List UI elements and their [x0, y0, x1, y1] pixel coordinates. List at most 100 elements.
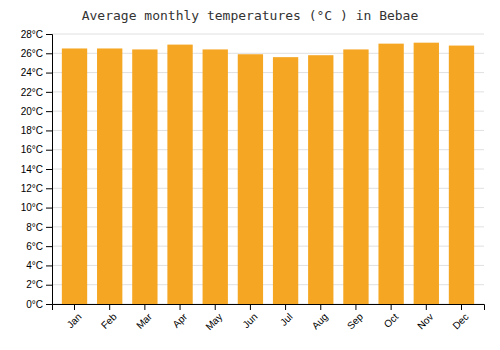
tick-mark [46, 53, 52, 54]
tick-label: 28°C [21, 29, 43, 40]
tick-label: 14°C [21, 164, 43, 175]
tick-mark [46, 169, 52, 170]
tick-mark [46, 304, 52, 305]
tick: 16°C [21, 144, 52, 155]
bar [203, 49, 228, 304]
bar [62, 48, 87, 304]
tick-label: 26°C [21, 48, 43, 59]
tick: Apr [170, 304, 189, 330]
tick-label: Feb [99, 311, 119, 331]
tick: 0°C [26, 299, 52, 310]
bar [308, 55, 333, 304]
tick-label: 22°C [21, 87, 43, 98]
tick: 12°C [21, 183, 52, 194]
tick-label: 18°C [21, 125, 43, 136]
bar [343, 49, 368, 304]
tick-label: Apr [170, 311, 189, 330]
plot: 0°C 2°C 4°C 6°C 8°C 10°C 12°C 14°C 16°C 18°C 20°C 2… [21, 29, 485, 333]
title: Average monthly temperatures (°C ) in Be… [82, 8, 419, 23]
tick-label: May [203, 311, 224, 332]
tick: 2°C [26, 279, 52, 290]
tick: Mar [134, 304, 154, 331]
tick-mark [46, 111, 52, 112]
bar [97, 48, 122, 304]
grid-line [52, 34, 484, 35]
bar [414, 43, 439, 304]
tick-mark [46, 265, 52, 266]
tick-label: 0°C [26, 299, 43, 310]
tick-mark [426, 304, 427, 310]
tick: 26°C [21, 48, 52, 59]
grid [52, 34, 484, 304]
axis-line [46, 35, 53, 305]
tick: Jul [278, 304, 295, 328]
tick-label: Jan [65, 311, 84, 330]
bar [238, 54, 263, 304]
tick: 22°C [21, 87, 52, 98]
bar [132, 49, 157, 304]
tick-mark [391, 304, 392, 310]
tick-label: 10°C [21, 202, 43, 213]
tick: 6°C [26, 241, 52, 252]
tick: 18°C [21, 125, 52, 136]
tick-label: Dec [450, 311, 470, 331]
tick-label: Oct [382, 311, 401, 330]
tick-mark [180, 304, 181, 310]
tick-label: Jun [240, 311, 259, 330]
tick-mark [46, 150, 52, 151]
tick-label: 6°C [26, 241, 43, 252]
tick-mark [46, 285, 52, 286]
tick: Nov [415, 304, 435, 331]
tick: 8°C [26, 222, 52, 233]
chart: Average monthly temperatures (°C ) in Be… [0, 0, 500, 350]
tick-mark [74, 304, 75, 310]
tick-mark [250, 304, 251, 310]
tick-mark [215, 304, 216, 310]
tick-label: 20°C [21, 106, 43, 117]
tick-mark [46, 130, 52, 131]
bar [378, 44, 403, 304]
tick: 24°C [21, 67, 52, 78]
tick: Jun [240, 304, 259, 330]
tick-mark [46, 188, 52, 189]
tick-mark [46, 73, 52, 74]
tick: 28°C [21, 29, 52, 40]
bar [449, 46, 474, 304]
tick-label: 8°C [26, 222, 43, 233]
tick-label: 24°C [21, 67, 43, 78]
tick-mark [461, 304, 462, 310]
axis-line [53, 305, 485, 311]
tick: Sep [345, 304, 366, 331]
tick-mark [320, 304, 321, 310]
tick-mark [46, 34, 52, 35]
tick: 20°C [21, 106, 52, 117]
bars [62, 43, 474, 304]
tick-label: 2°C [26, 279, 43, 290]
tick-mark [109, 304, 110, 310]
tick-label: Nov [415, 311, 435, 331]
tick-label: Mar [134, 311, 154, 331]
tick-mark [46, 92, 52, 93]
tick-mark [46, 208, 52, 209]
tick-label: 12°C [21, 183, 43, 194]
tick-mark [285, 304, 286, 310]
tick: 4°C [26, 260, 52, 271]
bar [273, 57, 298, 304]
tick-mark [46, 227, 52, 228]
tick: Feb [99, 304, 119, 331]
tick-mark [355, 304, 356, 310]
tick-label: 16°C [21, 144, 43, 155]
tick-label: 4°C [26, 260, 43, 271]
tick-mark [46, 246, 52, 247]
tick: Jan [65, 304, 84, 330]
tick-label: Aug [310, 311, 330, 331]
bar [167, 45, 192, 304]
tick: Oct [382, 304, 401, 330]
tick: Aug [310, 304, 330, 331]
tick-label: Sep [345, 311, 366, 332]
tick: May [203, 304, 224, 332]
x-axis: Jan Feb Mar Apr May Jun Jul Aug Sep Oct Nov Dec [53, 304, 485, 332]
tick: Dec [450, 304, 470, 331]
tick: 14°C [21, 164, 52, 175]
tick-mark [144, 304, 145, 310]
